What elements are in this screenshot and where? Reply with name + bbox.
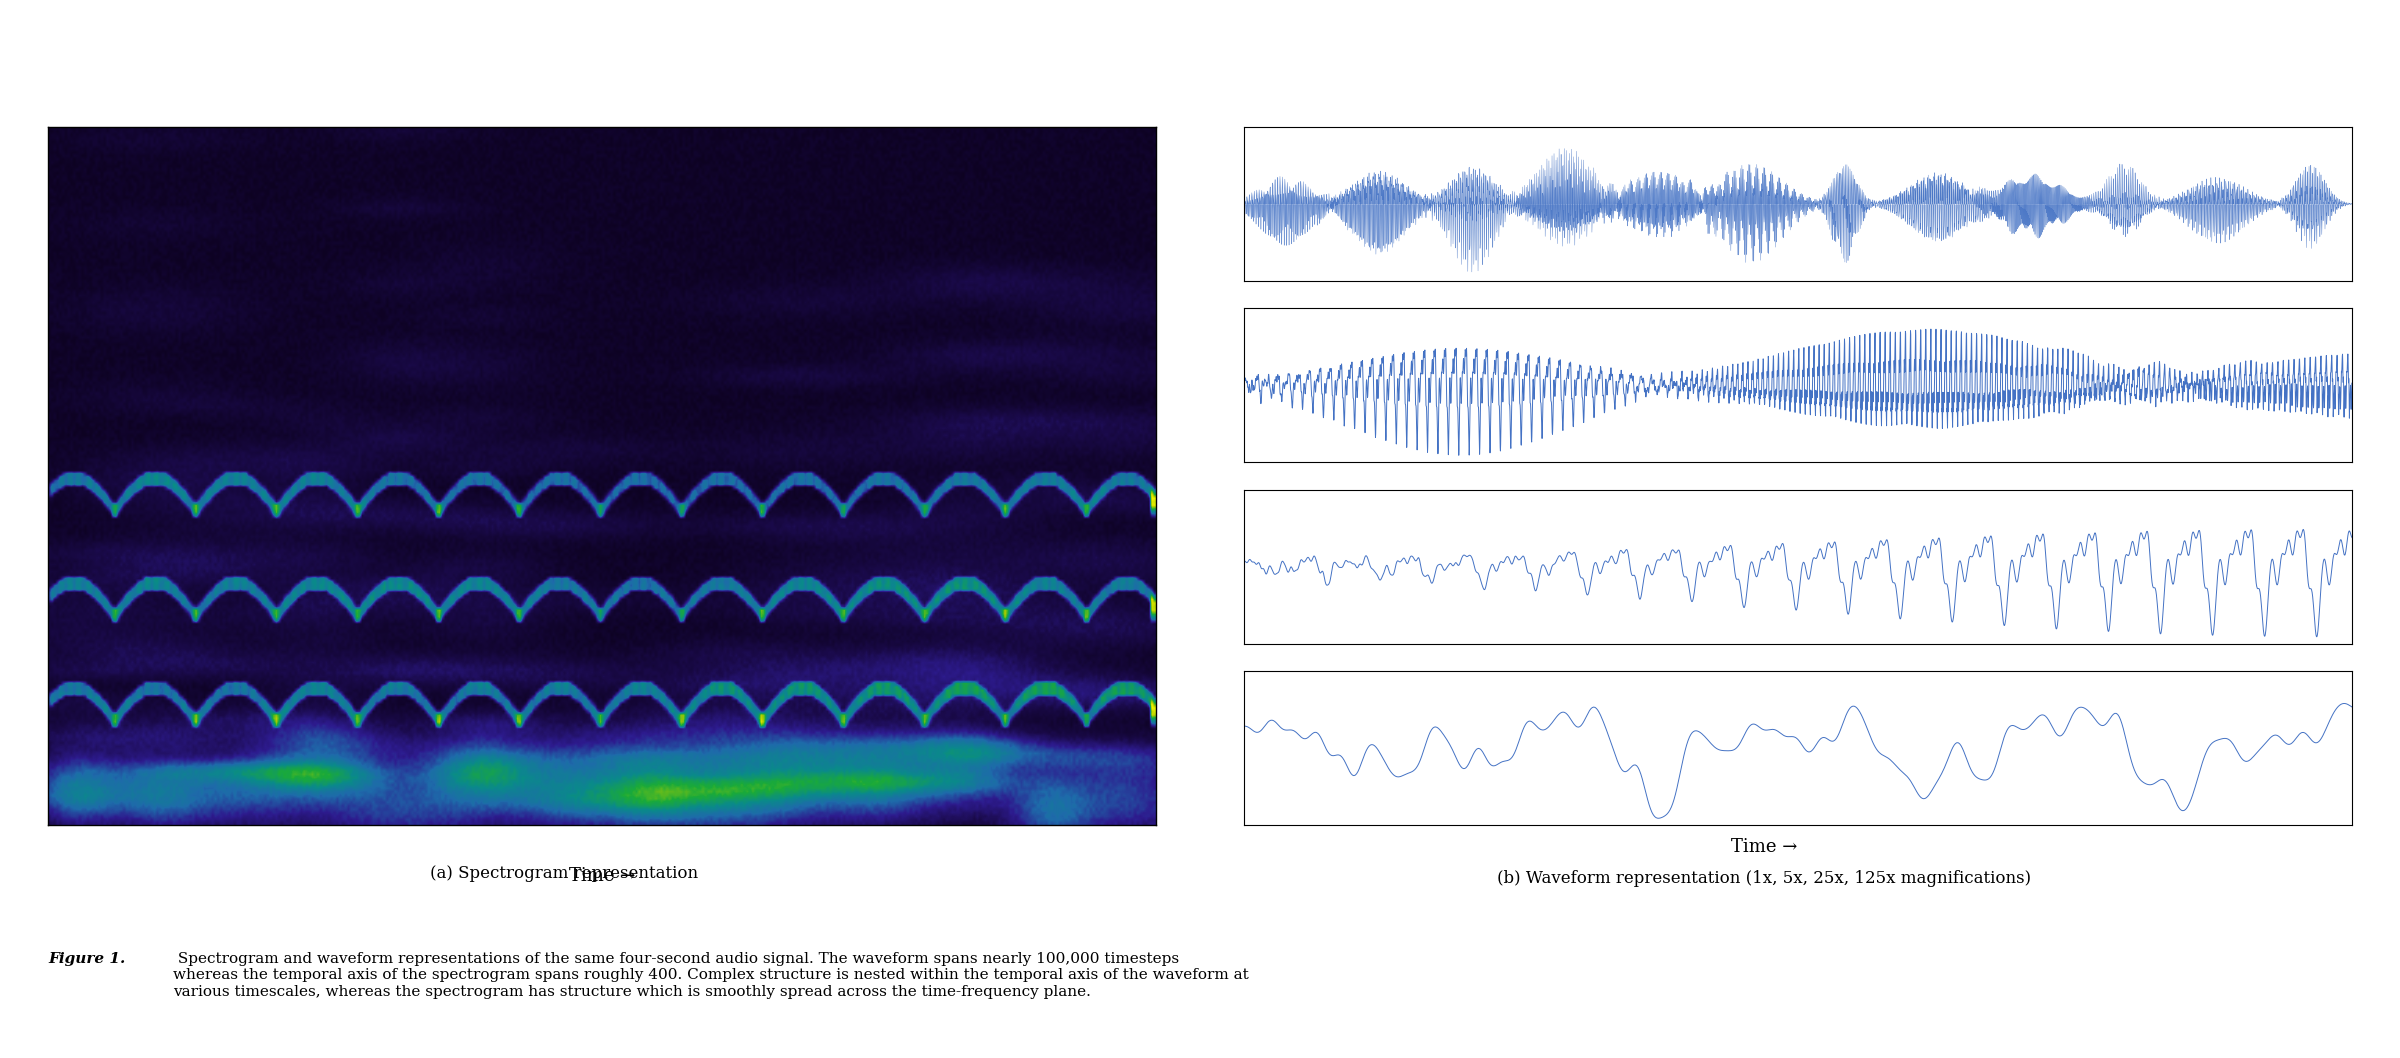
- Text: Time →: Time →: [1730, 838, 1798, 856]
- Text: Figure 1.: Figure 1.: [48, 952, 125, 966]
- Text: (b) Waveform representation (1x, 5x, 25x, 125x magnifications): (b) Waveform representation (1x, 5x, 25x…: [1498, 871, 2030, 888]
- Text: Time →: Time →: [569, 868, 636, 886]
- Text: Spectrogram and waveform representations of the same four-second audio signal. T: Spectrogram and waveform representations…: [173, 952, 1248, 999]
- Text: (a) Spectrogram representation: (a) Spectrogram representation: [430, 865, 698, 882]
